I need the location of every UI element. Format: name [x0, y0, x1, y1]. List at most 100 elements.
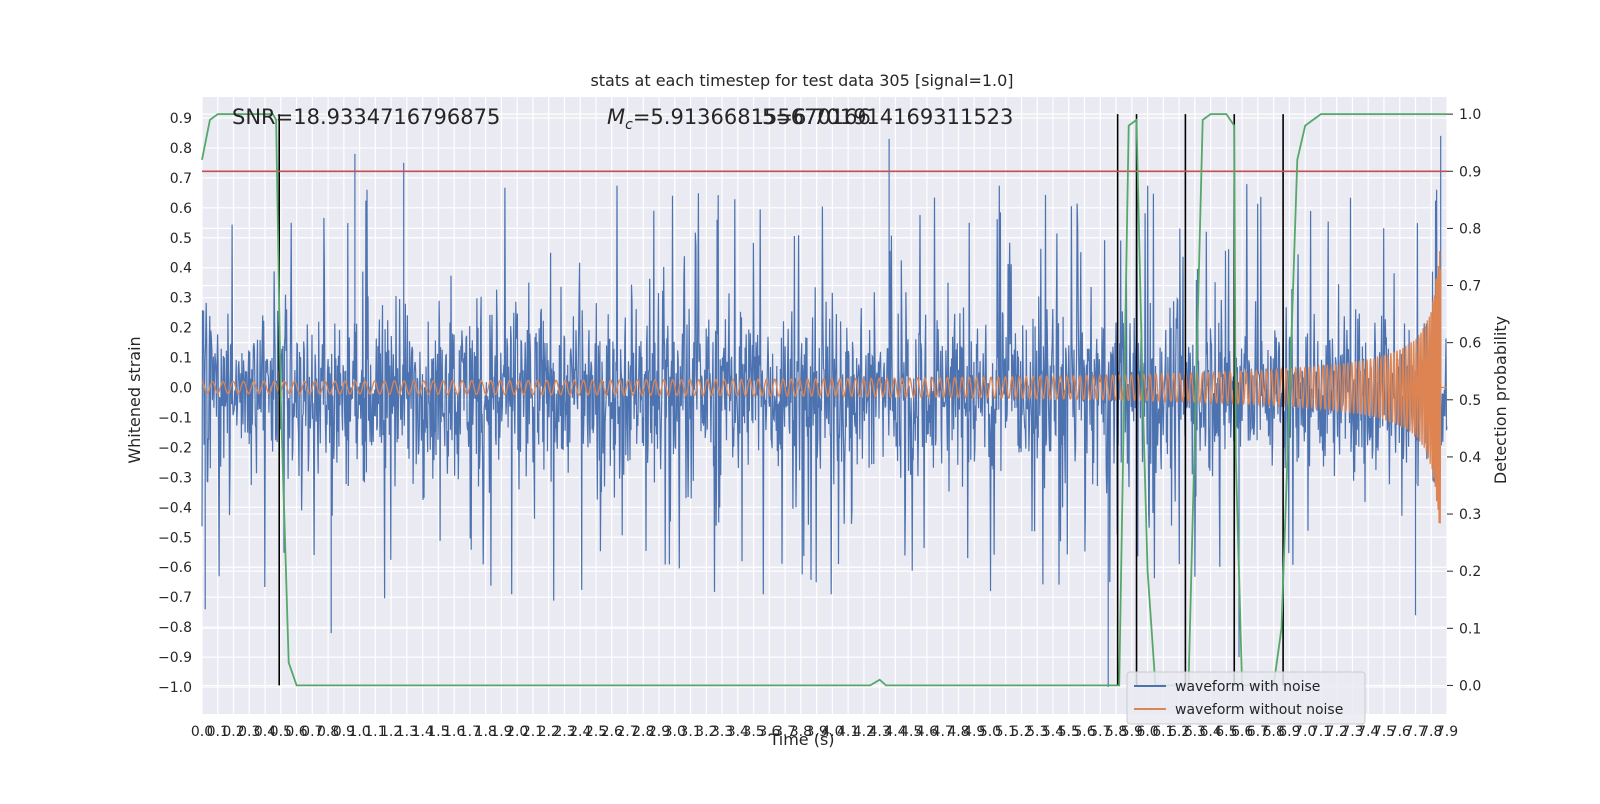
- series-waveform-with-noise: [201, 135, 1448, 687]
- y-tick-label: 0.1: [170, 351, 192, 367]
- x-tick-label: 6.3: [1184, 724, 1206, 740]
- x-tick-label: 7.2: [1326, 724, 1348, 740]
- y-tick-label: −0.5: [158, 530, 192, 546]
- x-tick-label: 4.0: [821, 724, 843, 740]
- y-tick-label: −0.2: [158, 440, 192, 456]
- x-tick-label: 5.9: [1121, 724, 1143, 740]
- x-tick-label: 5.6: [1073, 724, 1095, 740]
- x-tick-label: 2.2: [538, 724, 560, 740]
- x-tick-label: 3.0: [664, 724, 686, 740]
- x-tick-label: 0.4: [254, 724, 276, 740]
- x-tick-label: 5.1: [995, 724, 1017, 740]
- x-tick-label: 6.2: [1168, 724, 1190, 740]
- x-tick-label: 4.8: [947, 724, 969, 740]
- x-tick-label: 4.1: [837, 724, 859, 740]
- y-tick-label: 0.9: [170, 111, 192, 127]
- x-tick-label: 7.8: [1420, 724, 1442, 740]
- legend-box: [1126, 671, 1366, 725]
- x-tick-label: 2.5: [585, 724, 607, 740]
- x-tick-label: 3.2: [695, 724, 717, 740]
- legend-label-noise: waveform with noise: [1175, 679, 1320, 695]
- x-tick-label: 2.3: [553, 724, 575, 740]
- x-tick-label: 1.7: [459, 724, 481, 740]
- x-tick-label: 7.4: [1357, 724, 1379, 740]
- y2-tick-label: 0.4: [1459, 450, 1481, 466]
- x-tick-label: 5.5: [1058, 724, 1080, 740]
- series-waveform-without-noise: [201, 251, 1447, 524]
- legend: waveform with noise waveform without noi…: [1126, 671, 1366, 725]
- x-tick-label: 4.4: [884, 724, 906, 740]
- x-tick-label: 4.7: [932, 724, 954, 740]
- y-tick-label: 0.4: [170, 261, 192, 277]
- x-tick-label: 7.3: [1341, 724, 1363, 740]
- x-tick-label: 2.7: [616, 724, 638, 740]
- x-tick-label: 4.2: [853, 724, 875, 740]
- y-tick-label: 0.2: [170, 321, 192, 337]
- y-tick-label: −0.3: [158, 470, 192, 486]
- x-tick-label: 6.7: [1247, 724, 1269, 740]
- x-tick-label: 4.9: [963, 724, 985, 740]
- x-tick-label: 7.5: [1373, 724, 1395, 740]
- y-tick-label: −0.8: [158, 620, 192, 636]
- x-tick-label: 3.3: [711, 724, 733, 740]
- y-tick-label: 0.7: [170, 171, 192, 187]
- x-tick-label: 1.3: [396, 724, 418, 740]
- y2-axis-label: Detection probability: [1491, 316, 1510, 484]
- chirp-mass-value: =5.913668155670166: [633, 105, 871, 129]
- x-tick-label: 1.5: [427, 724, 449, 740]
- y-tick-label: 0.5: [170, 231, 192, 247]
- x-axis-label: Time (s): [768, 730, 834, 749]
- x-tick-label: 7.7: [1404, 724, 1426, 740]
- x-tick-label: 1.0: [348, 724, 370, 740]
- y-tick-label: −1.0: [158, 680, 192, 696]
- y-tick-label: 0.6: [170, 201, 192, 217]
- x-tick-label: 1.9: [490, 724, 512, 740]
- x-tick-label: 6.1: [1152, 724, 1174, 740]
- x-tick-label: 0.5: [270, 724, 292, 740]
- y2-tick-label: 0.5: [1459, 393, 1481, 409]
- y-tick-label: 0.0: [170, 381, 192, 397]
- y2-tick-label: 0.9: [1459, 164, 1481, 180]
- x-tick-label: 6.9: [1278, 724, 1300, 740]
- x-tick-label: 2.0: [506, 724, 528, 740]
- x-tick-label: 1.6: [443, 724, 465, 740]
- x-tick-label: 0.8: [317, 724, 339, 740]
- x-tick-label: 0.0: [191, 724, 213, 740]
- x-tick-label: 3.8: [790, 724, 812, 740]
- y2-tick-label: 0.3: [1459, 507, 1481, 523]
- y-tick-label: −0.6: [158, 560, 192, 576]
- x-tick-label: 5.8: [1105, 724, 1127, 740]
- x-tick-label: 7.9: [1436, 724, 1458, 740]
- x-tick-label: 2.6: [601, 724, 623, 740]
- x-tick-label: 0.1: [207, 724, 229, 740]
- x-tick-label: 3.5: [742, 724, 764, 740]
- x-tick-label: 7.6: [1389, 724, 1411, 740]
- y-tick-label: −0.9: [158, 650, 192, 666]
- y2-tick-label: 0.1: [1459, 621, 1481, 637]
- x-tick-label: 6.5: [1215, 724, 1237, 740]
- y2-tick-label: 1.0: [1459, 107, 1481, 123]
- y2-tick-label: 0.8: [1459, 221, 1481, 237]
- y-tick-label: −0.4: [158, 500, 192, 516]
- x-tick-label: 0.3: [238, 724, 260, 740]
- snr-annotation: SNR=18.9334716796875: [232, 105, 500, 129]
- chirp-mass-symbol: M: [607, 105, 625, 129]
- x-tick-label: 3.4: [727, 724, 749, 740]
- x-tick-label: 5.0: [979, 724, 1001, 740]
- x-tick-label: 1.1: [364, 724, 386, 740]
- x-tick-label: 6.6: [1231, 724, 1253, 740]
- x-tick-label: 1.4: [412, 724, 434, 740]
- overlap-annotation: 5=6.701914169311523: [762, 105, 1013, 129]
- x-tick-label: 4.5: [900, 724, 922, 740]
- x-tick-label: 6.4: [1199, 724, 1221, 740]
- y-tick-label: −0.7: [158, 590, 192, 606]
- x-tick-label: 0.2: [222, 724, 244, 740]
- x-tick-label: 2.1: [522, 724, 544, 740]
- legend-label-clean: waveform without noise: [1175, 702, 1343, 718]
- y2-tick-label: 0.2: [1459, 564, 1481, 580]
- x-tick-label: 0.6: [285, 724, 307, 740]
- y2-tick-label: 0.6: [1459, 336, 1481, 352]
- x-tick-label: 5.7: [1089, 724, 1111, 740]
